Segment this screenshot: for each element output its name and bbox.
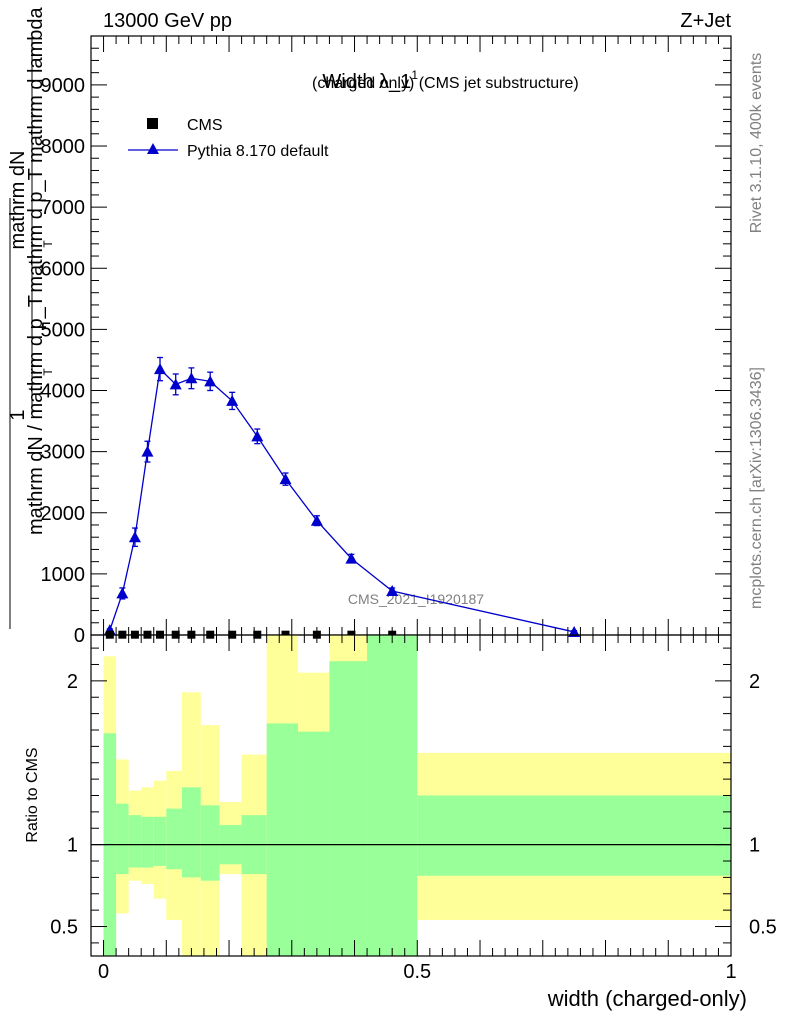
ratio-inner-band [200, 805, 220, 881]
pythia-point [128, 531, 141, 543]
ratio-inner-band [367, 635, 418, 956]
pythia-point [345, 552, 358, 564]
x-axis-label: width (charged-only) [547, 986, 747, 1011]
y-tick-label: 4000 [41, 381, 86, 403]
ratio-inner-band [128, 815, 142, 868]
plot-title-main: Width λ_1 [322, 71, 411, 93]
mcplots-label: mcplots.cern.ch [arXiv:1306.3436] [748, 367, 765, 609]
y-tick-label: 0 [74, 625, 85, 647]
y-tick-label: 6000 [41, 258, 86, 280]
main-y-tick-labels: 0 1000 2000 3000 4000 5000 6000 7000 8000 9000 [41, 75, 86, 647]
x-tick-labels: 0 0.5 1 [98, 961, 737, 983]
x-tick-label: 0 [98, 961, 109, 983]
y-label-bottom-subscript: T [41, 368, 55, 376]
y-label-top-subscript: T [41, 240, 55, 248]
y-tick-label: 7000 [41, 197, 86, 219]
y-tick-label: 5000 [41, 319, 86, 341]
y-tick-label: 9000 [41, 75, 86, 97]
ratio-y-tick-labels: 0.5 1 2 [50, 671, 78, 939]
ratio-y-tick-label: 0.5 [50, 917, 78, 939]
pythia-point [386, 584, 399, 596]
ratio-inner-band [116, 803, 129, 875]
plot-title: Width λ_11 [322, 68, 418, 93]
ratio-y-tick-label-right: 0.5 [749, 917, 777, 939]
pythia-point [279, 473, 292, 485]
ratio-inner-band [166, 808, 182, 870]
ratio-inner-band [266, 723, 299, 956]
y-label-top-numerator: mathrm dN [7, 151, 29, 250]
pythia-point [568, 625, 581, 637]
ratio-inner-band [329, 661, 368, 956]
pythia-point [185, 372, 198, 384]
x-tick-label: 0.5 [403, 961, 431, 983]
legend-cms-label: CMS [187, 117, 223, 134]
pythia-point [310, 514, 323, 526]
ratio-inner-band [298, 731, 330, 956]
pythia-point [251, 430, 264, 442]
header-process-label: Z+Jet [680, 10, 731, 32]
ratio-inner-band [153, 816, 167, 866]
y-tick-label: 1000 [41, 564, 86, 586]
ratio-y-tick-labels-right: 0.5 1 2 [749, 671, 777, 939]
ratio-y-tick-label-right: 1 [749, 835, 760, 857]
legend-cms-marker [147, 118, 158, 129]
plot-title-sup: 1 [411, 68, 418, 82]
ratio-inner-band [141, 816, 154, 868]
legend-pythia-marker [147, 143, 159, 154]
y-label-bottom-numerator: 1 [7, 409, 29, 420]
main-y-axis-label: 1 mathrm dN / mathrm d p_T mathrm dN mat… [7, 6, 55, 629]
pythia-point [204, 375, 217, 387]
y-label-bottom-denominator: mathrm dN / mathrm d p_T [25, 295, 47, 535]
pythia-series [103, 356, 581, 637]
ratio-y-tick-label: 1 [67, 835, 78, 857]
header-energy-label: 13000 GeV pp [103, 10, 232, 32]
pythia-point [169, 378, 182, 390]
pythia-point [226, 394, 239, 406]
main-plot-panel: 0 1000 2000 3000 4000 5000 6000 7000 8000 9000 CM… [41, 35, 732, 647]
rivet-version-label: Rivet 3.1.10, 400k events [748, 53, 765, 234]
pythia-point [141, 445, 154, 457]
pythia-point [116, 587, 129, 599]
y-label-top-denominator: mathrm d p_T mathrm d lambda [25, 6, 47, 292]
ratio-y-axis-label: Ratio to CMS [24, 747, 41, 842]
ratio-inner-band [417, 795, 731, 876]
analysis-watermark: CMS_2021_I1920187 [348, 591, 484, 607]
legend: CMS Pythia 8.170 default [128, 117, 329, 160]
plot-title-suffix: (charged only) (CMS jet substructure) [312, 75, 579, 92]
ratio-y-tick-label-right: 2 [749, 671, 760, 693]
legend-pythia-label: Pythia 8.170 default [187, 143, 329, 160]
ratio-uncertainty-bands [103, 635, 731, 956]
y-tick-label: 2000 [41, 503, 86, 525]
y-tick-label: 8000 [41, 136, 86, 158]
x-tick-label: 1 [725, 961, 736, 983]
ratio-axis-ticks [91, 635, 732, 956]
ratio-y-tick-label: 2 [67, 671, 78, 693]
ratio-plot-panel: 0.512 0.512 0 0.5 1 [50, 634, 777, 983]
pythia-point [154, 363, 167, 375]
ratio-inner-band [181, 787, 201, 878]
y-tick-label: 3000 [41, 442, 86, 464]
